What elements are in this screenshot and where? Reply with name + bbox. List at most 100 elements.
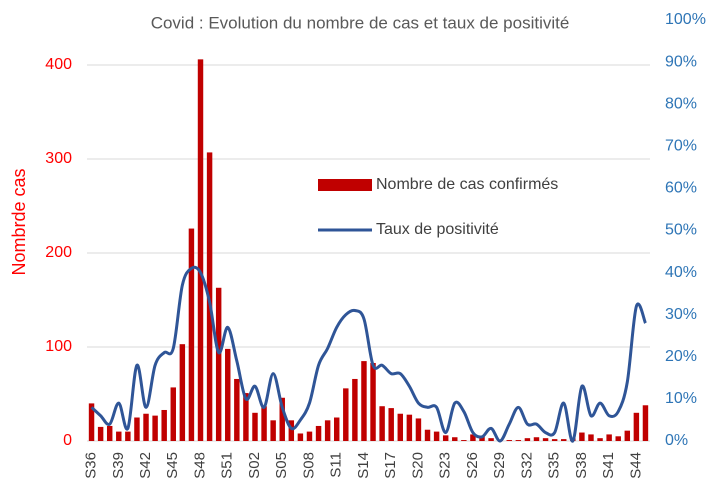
x-tick-label: S11 (328, 452, 345, 478)
bar (461, 440, 467, 441)
bar (288, 420, 295, 441)
x-tick-label: S02 (246, 452, 263, 479)
bar (406, 414, 413, 441)
bar (343, 388, 349, 441)
bar (315, 425, 322, 441)
y2-tick-label: 100% (665, 11, 706, 28)
legend-swatch (318, 179, 372, 191)
x-tick-label: S36 (83, 452, 100, 479)
bar (551, 439, 558, 441)
y2-tick-label: 40% (665, 264, 697, 281)
bar (542, 438, 549, 441)
bar (161, 409, 167, 441)
y-axis-label: Nombrde cas (9, 168, 29, 275)
bar (188, 228, 195, 441)
chart-title: Covid : Evolution du nombre de cas et ta… (151, 13, 570, 32)
bar (606, 434, 612, 441)
bar (324, 420, 331, 441)
line (90, 265, 647, 443)
x-tick-label: S08 (300, 452, 317, 479)
x-tick-label: S51 (219, 452, 236, 479)
bar (624, 430, 631, 441)
bar (370, 362, 376, 441)
bar (615, 436, 621, 441)
bar (243, 393, 249, 441)
x-tick-label: S26 (464, 452, 481, 479)
bar (116, 431, 122, 441)
bar (125, 431, 131, 441)
bar (352, 378, 358, 441)
bar (633, 412, 640, 441)
y2-tick-label: 70% (665, 138, 697, 155)
bar (506, 440, 512, 441)
x-tick-label: S48 (191, 452, 208, 479)
bar (642, 405, 649, 441)
bar (361, 361, 367, 441)
bar (297, 433, 304, 441)
y-tick-label: 200 (45, 244, 72, 261)
bar (225, 348, 231, 441)
legend-label: Nombre de cas confirmés (376, 176, 558, 193)
bar (479, 436, 485, 441)
bar (97, 426, 104, 441)
bar (234, 378, 240, 441)
bar (579, 432, 585, 441)
bar (143, 413, 149, 441)
y-tick-label: 300 (45, 150, 72, 167)
x-tick-label: S41 (600, 452, 617, 479)
bar (333, 417, 340, 441)
bar (524, 438, 531, 441)
x-tick-label: S29 (491, 452, 508, 479)
x-tick-label: S20 (409, 452, 426, 479)
y2-tick-label: 80% (665, 95, 697, 112)
bar (215, 287, 222, 441)
bar (252, 412, 258, 441)
y2-tick-label: 30% (665, 306, 697, 323)
bar (588, 434, 594, 441)
bar (424, 429, 431, 441)
x-tick-label: S44 (627, 452, 644, 479)
bar (379, 406, 385, 441)
y-tick-label: 100 (45, 338, 72, 355)
bar (179, 344, 186, 441)
x-tick-label: S05 (273, 452, 290, 479)
bar (597, 438, 603, 441)
x-tick-label: S35 (546, 452, 563, 479)
bar (515, 440, 522, 441)
bar (452, 437, 458, 441)
x-tick-label: S32 (518, 452, 535, 479)
bar (442, 435, 449, 441)
bar (152, 415, 158, 441)
bar (533, 437, 540, 441)
y-tick-label: 0 (63, 432, 72, 449)
bar (561, 439, 567, 441)
bar (134, 417, 140, 441)
bar (106, 425, 113, 441)
x-tick-label: S23 (437, 452, 454, 479)
y-tick-label: 400 (45, 56, 72, 73)
bar (388, 408, 394, 441)
bar (88, 403, 95, 441)
y2-tick-label: 0% (665, 432, 688, 449)
legend-label: Taux de positivité (376, 221, 499, 238)
bar (415, 418, 422, 441)
y2-tick-label: 90% (665, 53, 697, 70)
y2-tick-label: 60% (665, 180, 697, 197)
bar (488, 438, 494, 441)
bar (397, 413, 404, 441)
bar (433, 431, 440, 441)
bar (279, 397, 285, 441)
bar (306, 431, 313, 441)
x-tick-label: S38 (573, 452, 590, 479)
x-tick-label: S39 (110, 452, 127, 479)
bar (197, 59, 204, 442)
x-tick-label: S17 (382, 452, 399, 479)
x-tick-label: S42 (137, 452, 154, 479)
bar (170, 387, 176, 441)
bar (270, 420, 276, 441)
bar (261, 406, 267, 441)
x-tick-label: S14 (355, 452, 372, 479)
y2-tick-label: 10% (665, 390, 697, 407)
y2-tick-label: 20% (665, 348, 697, 365)
